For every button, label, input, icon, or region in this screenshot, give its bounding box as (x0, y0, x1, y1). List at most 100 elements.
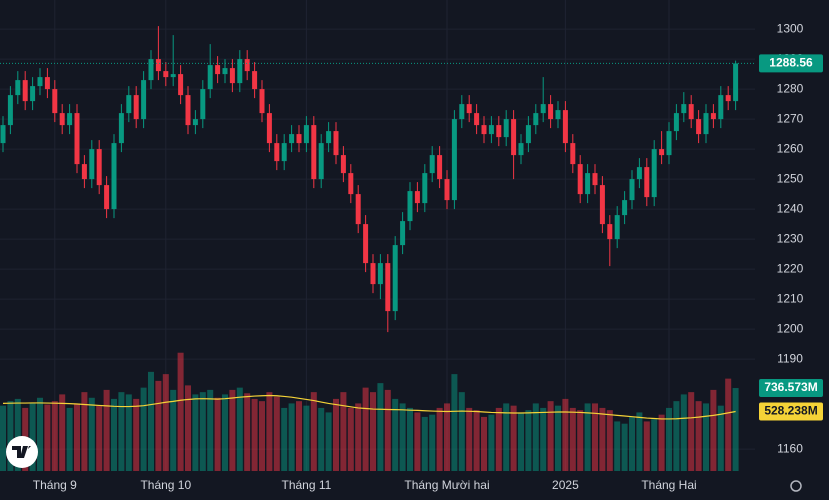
candle-body (303, 125, 309, 144)
volume-bar (392, 398, 399, 471)
volume-bar (162, 374, 169, 471)
volume-bar (325, 412, 332, 471)
candle-body (0, 125, 6, 144)
candle-body (696, 119, 702, 135)
candle-body (533, 113, 539, 126)
candle-body (326, 131, 332, 144)
candle-body (126, 95, 132, 114)
x-tick-label: Tháng Mười hai (404, 478, 489, 492)
candle-body (37, 77, 43, 87)
volume-bar (547, 401, 554, 471)
volume-bar (680, 394, 687, 471)
volume-bar (466, 407, 473, 471)
candle-body (348, 173, 354, 195)
candle-body (155, 59, 161, 72)
settings-icon[interactable] (790, 480, 802, 492)
volume-bar (14, 398, 21, 471)
candle-body (614, 215, 620, 240)
volume-bar (170, 389, 177, 471)
logo-mark[interactable] (12, 446, 31, 458)
volume-tag: 736.573M (764, 380, 817, 394)
candle-body (400, 221, 406, 246)
volume-bar (399, 403, 406, 471)
candle-body (192, 119, 198, 126)
candle-body (30, 86, 36, 102)
candle-body (237, 59, 243, 84)
volume-bar (155, 380, 162, 471)
volume-bar (318, 407, 325, 471)
volume-bar (592, 403, 598, 471)
volume-bar (518, 412, 524, 471)
candle-body (585, 173, 591, 195)
volume-bar (59, 394, 66, 471)
candle-body (44, 77, 50, 90)
volume-bar (118, 392, 125, 471)
volume-bar (532, 403, 539, 471)
volume-bar (732, 388, 739, 471)
candle-body (518, 143, 524, 156)
candle-body (7, 95, 13, 126)
volume-bar (688, 392, 695, 471)
volume-bar (643, 421, 650, 471)
volume-bar (103, 389, 110, 471)
volume-bar (444, 403, 450, 471)
volume-ma-tag: 528.238M (764, 404, 817, 418)
volume-bar (236, 387, 243, 471)
volume-bar (703, 403, 709, 471)
candle-body (548, 104, 554, 120)
candle-body (148, 59, 154, 81)
volume-bar (562, 398, 569, 471)
candle-body (318, 143, 324, 180)
candle-body (496, 125, 502, 138)
volume-bar (266, 392, 273, 471)
candle-body (385, 263, 391, 312)
volume-bar (362, 387, 369, 471)
volume-bar (569, 407, 576, 471)
volume-bar (555, 405, 561, 471)
volume-bar (66, 407, 73, 471)
volume-bar (29, 403, 36, 471)
candle-body (414, 191, 420, 204)
volume-bar (636, 412, 643, 471)
volume-bar (421, 416, 428, 471)
candle-body (244, 59, 250, 72)
volume-bar (148, 371, 154, 471)
candle-body (666, 131, 672, 156)
volume-bar (296, 401, 302, 471)
candle-body (651, 149, 657, 198)
candle-body (429, 155, 435, 174)
candle-body (629, 179, 635, 201)
volume-bar (540, 407, 547, 471)
candle-body (525, 125, 531, 144)
volume-bar (725, 378, 732, 471)
volume-bar (244, 393, 251, 471)
volume-bar (140, 387, 147, 471)
candle-body (363, 224, 369, 264)
candle-body (511, 119, 517, 156)
candle-body (111, 143, 117, 210)
settings-gear[interactable] (790, 480, 802, 492)
candle-body (681, 104, 687, 114)
logo[interactable] (6, 436, 38, 468)
volume-bar (259, 401, 265, 471)
candle-body (377, 263, 383, 285)
volume-bar (407, 407, 413, 471)
volume-bar (458, 392, 465, 471)
last-price-tag-bg (759, 54, 823, 73)
volume-bar (88, 397, 95, 471)
y-tick-label: 1190 (777, 351, 803, 365)
volume-bar (584, 403, 591, 471)
volume-bar (695, 401, 702, 471)
volume-bar (370, 392, 376, 471)
volume-bar (384, 389, 391, 471)
candle-body (370, 263, 376, 285)
candle-body (355, 194, 361, 225)
candle-body (488, 125, 494, 135)
volume-bar (281, 407, 288, 471)
volume-bar (44, 404, 51, 471)
candle-body (74, 113, 80, 165)
candle-body (333, 131, 339, 156)
y-tick-label: 1260 (777, 141, 804, 155)
volume-bar (229, 389, 236, 471)
